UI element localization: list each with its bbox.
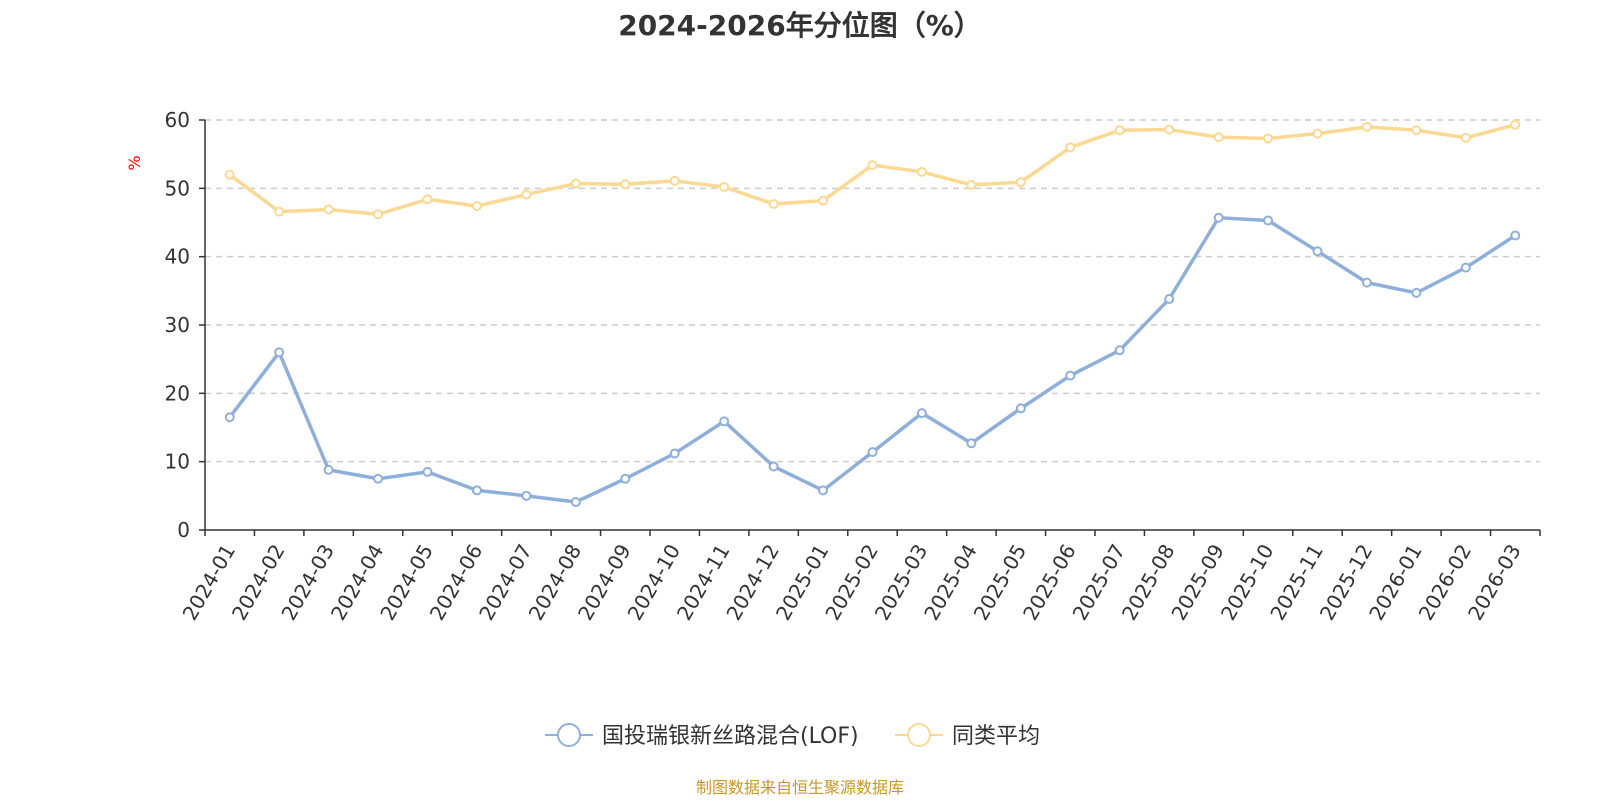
data-point[interactable] [224,169,235,180]
gridlines [205,119,1540,463]
data-point[interactable] [620,473,631,484]
data-point[interactable] [669,175,680,186]
data-point[interactable] [719,416,730,427]
data-point[interactable] [373,209,384,220]
data-source-note: 制图数据来自恒生聚源数据库 [696,778,904,797]
data-point[interactable] [1114,125,1125,136]
data-point[interactable] [916,408,927,419]
data-point[interactable] [1213,212,1224,223]
series-line-0 [228,215,1517,504]
data-point[interactable] [1263,215,1274,226]
y-axis-ticks: 0 10 20 30 40 50 60 [165,108,205,542]
y-tick-label: 30 [165,313,190,337]
y-tick-label: 50 [165,176,190,200]
data-point[interactable] [1065,142,1076,153]
data-point[interactable] [570,178,581,189]
data-point[interactable] [422,466,433,477]
legend-label: 同类平均 [952,724,1040,749]
y-tick-label: 0 [177,518,190,542]
data-point[interactable] [323,464,334,475]
data-point[interactable] [1015,403,1026,414]
data-point[interactable] [966,438,977,449]
data-point[interactable] [373,473,384,484]
data-point[interactable] [719,181,730,192]
data-point[interactable] [1361,121,1372,132]
data-point[interactable] [1510,119,1521,130]
data-point[interactable] [521,189,532,200]
data-point[interactable] [1460,262,1471,273]
legend-marker-icon [907,723,931,747]
y-tick-label: 60 [165,108,190,132]
data-point[interactable] [471,201,482,212]
data-point[interactable] [768,199,779,210]
data-point[interactable] [768,461,779,472]
y-tick-label: 40 [165,245,190,269]
data-point[interactable] [818,195,829,206]
data-point[interactable] [1164,124,1175,135]
legend-marker-icon [557,723,581,747]
legend-item-1[interactable]: 同类平均 [895,723,1040,749]
legend-item-0[interactable]: 国投瑞银新丝路混合(LOF) [545,723,859,749]
data-point[interactable] [867,160,878,171]
data-point[interactable] [916,166,927,177]
data-point[interactable] [1263,133,1274,144]
data-point[interactable] [1213,132,1224,143]
data-point[interactable] [224,412,235,423]
data-point[interactable] [422,194,433,205]
data-point[interactable] [323,204,334,215]
chart-title: 2024-2026年分位图（%） [618,9,982,42]
data-point[interactable] [1312,246,1323,257]
series-0 [224,212,1521,507]
data-point[interactable] [274,347,285,358]
data-point[interactable] [1460,132,1471,143]
data-point[interactable] [966,179,977,190]
data-point[interactable] [669,448,680,459]
data-point[interactable] [1164,294,1175,305]
data-point[interactable] [1114,345,1125,356]
data-point[interactable] [471,485,482,496]
data-point[interactable] [521,490,532,501]
series-group [224,119,1521,507]
data-point[interactable] [570,496,581,507]
legend[interactable]: 国投瑞银新丝路混合(LOF) 同类平均 [545,723,1040,749]
data-point[interactable] [1411,125,1422,136]
x-axis-ticks: 2024-012024-022024-032024-042024-052024-… [178,530,1541,624]
series-1 [224,119,1521,220]
data-point[interactable] [818,485,829,496]
legend-label: 国投瑞银新丝路混合(LOF) [602,724,859,749]
data-point[interactable] [620,179,631,190]
data-point[interactable] [867,447,878,458]
data-point[interactable] [1015,177,1026,188]
data-point[interactable] [1411,287,1422,298]
data-point[interactable] [274,206,285,217]
data-point[interactable] [1510,230,1521,241]
data-point[interactable] [1065,370,1076,381]
y-axis-unit-label: % [125,155,144,170]
y-tick-label: 20 [165,381,190,405]
y-tick-label: 10 [165,450,190,474]
data-point[interactable] [1312,128,1323,139]
data-point[interactable] [1361,277,1372,288]
